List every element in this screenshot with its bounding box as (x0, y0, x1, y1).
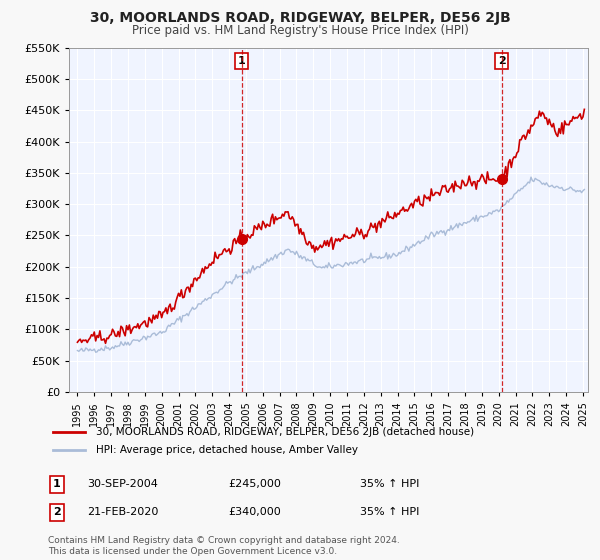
Text: 35% ↑ HPI: 35% ↑ HPI (360, 507, 419, 517)
Text: 1: 1 (53, 479, 61, 489)
Text: 30, MOORLANDS ROAD, RIDGEWAY, BELPER, DE56 2JB: 30, MOORLANDS ROAD, RIDGEWAY, BELPER, DE… (89, 11, 511, 25)
Text: 21-FEB-2020: 21-FEB-2020 (87, 507, 158, 517)
Text: 1: 1 (238, 56, 245, 66)
Text: 30-SEP-2004: 30-SEP-2004 (87, 479, 158, 489)
Text: Price paid vs. HM Land Registry's House Price Index (HPI): Price paid vs. HM Land Registry's House … (131, 24, 469, 36)
Text: 2: 2 (53, 507, 61, 517)
Text: 2: 2 (497, 56, 505, 66)
Text: £340,000: £340,000 (228, 507, 281, 517)
Text: Contains HM Land Registry data © Crown copyright and database right 2024.
This d: Contains HM Land Registry data © Crown c… (48, 536, 400, 556)
Text: 30, MOORLANDS ROAD, RIDGEWAY, BELPER, DE56 2JB (detached house): 30, MOORLANDS ROAD, RIDGEWAY, BELPER, DE… (95, 427, 473, 437)
Text: HPI: Average price, detached house, Amber Valley: HPI: Average price, detached house, Ambe… (95, 445, 358, 455)
Text: 35% ↑ HPI: 35% ↑ HPI (360, 479, 419, 489)
Text: £245,000: £245,000 (228, 479, 281, 489)
